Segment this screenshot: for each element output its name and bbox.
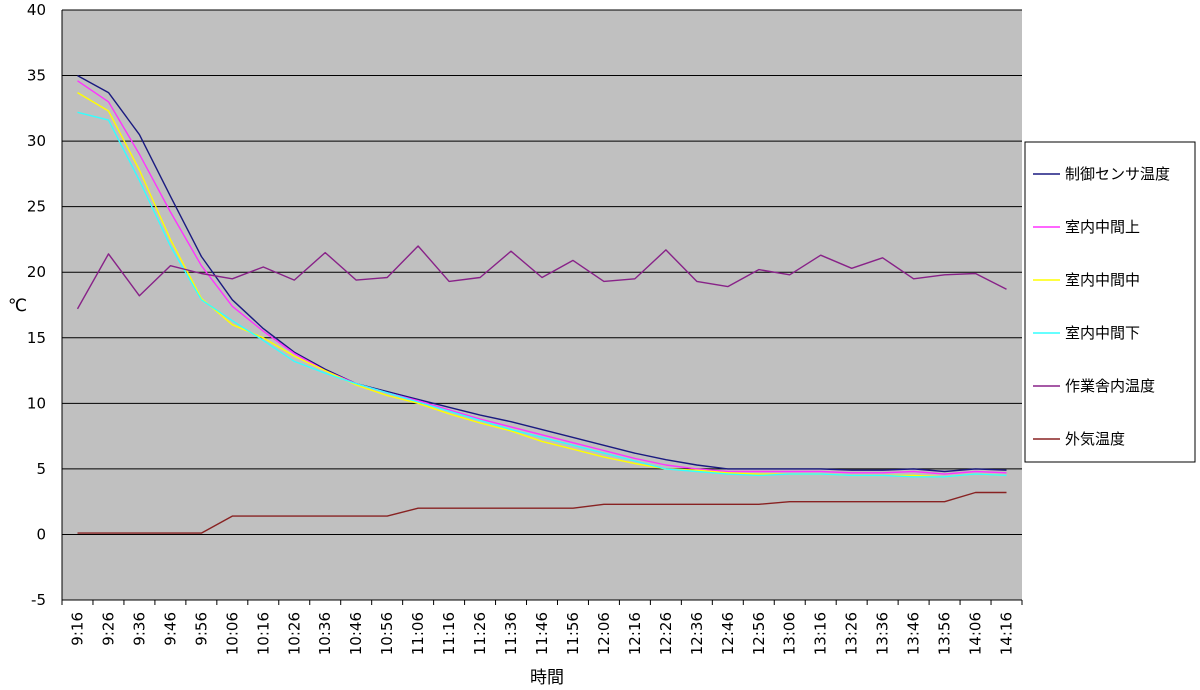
x-tick-label: 10:16 bbox=[254, 612, 272, 655]
series-line-3 bbox=[77, 111, 1007, 478]
legend-box bbox=[1024, 141, 1196, 463]
x-tick-label: 13:16 bbox=[812, 612, 830, 655]
series-line-5 bbox=[77, 491, 1007, 534]
x-tick-label: 13:26 bbox=[843, 612, 861, 655]
y-axis-label: ℃ bbox=[8, 296, 27, 316]
x-tick-label: 14:06 bbox=[967, 612, 985, 655]
series-line-1 bbox=[77, 80, 1007, 475]
series-line-4 bbox=[76, 245, 1007, 310]
x-tick-label: 11:16 bbox=[440, 612, 458, 655]
x-tick-label: 9:26 bbox=[99, 612, 117, 646]
x-tick-labels: 9:16 9:26 9:36 9:46 9:56 10:06 10:16 10:26 10:36… bbox=[68, 612, 1015, 655]
y-tick-label: 5 bbox=[36, 460, 46, 478]
x-tick-label: 14:16 bbox=[998, 612, 1016, 655]
x-tick-label: 10:06 bbox=[223, 612, 241, 655]
x-tick-label: 10:26 bbox=[285, 612, 303, 655]
legend-label: 作業舎内温度 bbox=[1065, 377, 1155, 395]
y-tick-label: 15 bbox=[27, 329, 46, 347]
x-tick-label: 11:56 bbox=[564, 612, 582, 655]
y-tick-label: 20 bbox=[27, 263, 46, 281]
y-tick-label: 10 bbox=[27, 394, 46, 412]
legend-label: 室内中間上 bbox=[1065, 218, 1140, 236]
x-tick-label: 12:16 bbox=[626, 612, 644, 655]
x-tick-label: 13:36 bbox=[874, 612, 892, 655]
x-tick-label: 9:36 bbox=[130, 612, 148, 646]
x-tick-label: 13:06 bbox=[781, 612, 799, 655]
x-tick-label: 13:56 bbox=[936, 612, 954, 655]
x-tick-label: 12:46 bbox=[719, 612, 737, 655]
x-tick-label: 9:46 bbox=[161, 612, 179, 646]
x-tick-label: 10:36 bbox=[316, 612, 334, 655]
x-tick-label: 12:56 bbox=[750, 612, 768, 655]
series-lines bbox=[76, 74, 1007, 534]
x-tick-label: 9:56 bbox=[192, 612, 210, 646]
y-tick-label: -5 bbox=[31, 591, 46, 609]
x-tick-label: 12:26 bbox=[657, 612, 675, 655]
y-tick-label: 0 bbox=[36, 525, 46, 543]
x-tick-label: 9:16 bbox=[68, 612, 86, 646]
x-tick-label: 10:46 bbox=[347, 612, 365, 655]
y-tick-label: 25 bbox=[27, 198, 46, 216]
legend-label: 室内中間下 bbox=[1065, 324, 1140, 342]
x-tick-label: 11:36 bbox=[502, 612, 520, 655]
y-tick-labels: 40 35 30 25 20 15 10 5 0 -5 bbox=[27, 1, 46, 609]
plot-area bbox=[62, 10, 1022, 600]
series-line-0 bbox=[77, 74, 1007, 473]
legend-label: 外気温度 bbox=[1065, 430, 1125, 448]
x-tick-label: 11:06 bbox=[409, 612, 427, 655]
legend-label: 室内中間中 bbox=[1065, 271, 1140, 289]
y-tick-label: 40 bbox=[27, 1, 46, 19]
y-tick-label: 35 bbox=[27, 67, 46, 85]
x-tick-label: 12:06 bbox=[595, 612, 613, 655]
x-tick-label: 11:46 bbox=[533, 612, 551, 655]
y-tick-label: 30 bbox=[27, 132, 46, 150]
x-tick-marks bbox=[61, 600, 1023, 605]
x-tick-label: 10:56 bbox=[378, 612, 396, 655]
x-tick-label: 11:26 bbox=[471, 612, 489, 655]
x-tick-label: 13:46 bbox=[905, 612, 923, 655]
x-axis-label: 時間 bbox=[530, 668, 564, 688]
legend-label: 制御センサ温度 bbox=[1065, 165, 1170, 183]
x-tick-label: 12:36 bbox=[688, 612, 706, 655]
